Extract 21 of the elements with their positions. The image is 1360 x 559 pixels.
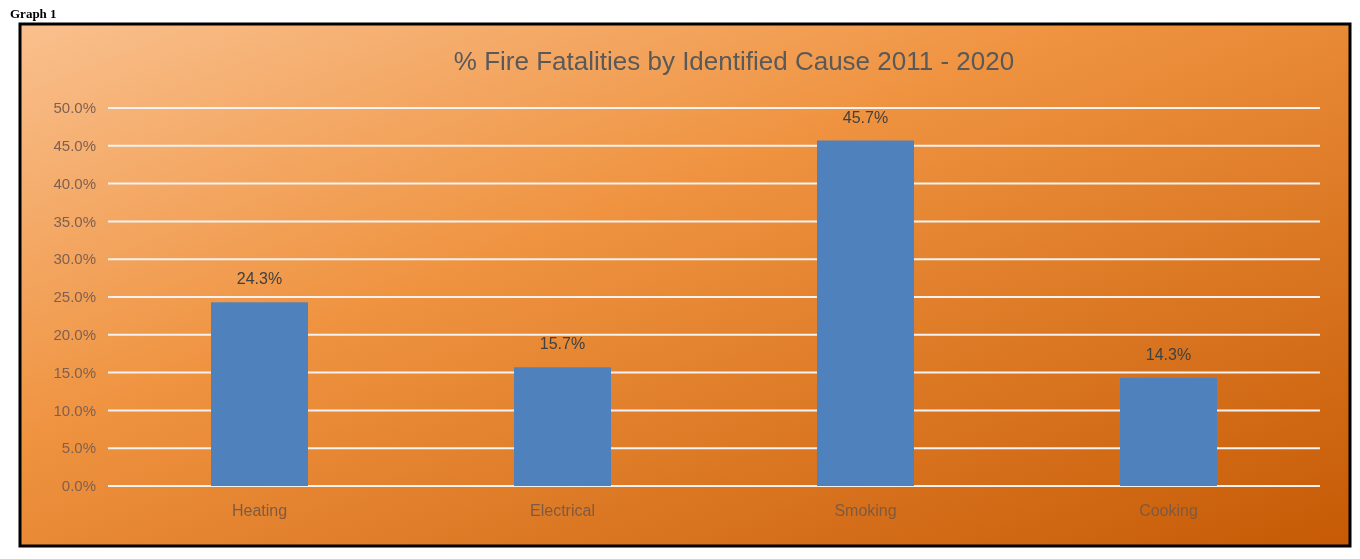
- y-tick-label: 15.0%: [53, 363, 96, 381]
- data-label: 14.3%: [1145, 345, 1192, 363]
- y-tick-label: 35.0%: [53, 212, 96, 230]
- y-tick-label: 10.0%: [53, 401, 96, 419]
- data-label: 15.7%: [539, 335, 586, 353]
- y-tick-label: 20.0%: [53, 326, 96, 344]
- x-tick-label: Smoking: [834, 502, 897, 519]
- x-tick-label: Heating: [231, 502, 288, 519]
- y-tick-label: 25.0%: [53, 288, 96, 306]
- caption: Graph 1: [10, 6, 57, 21]
- chart-title: % Fire Fatalities by Identified Cause 2011 - 2020: [453, 46, 1015, 76]
- x-tick-label: Cooking: [1139, 502, 1198, 519]
- y-tick-label: 45.0%: [53, 137, 96, 155]
- data-label: 24.3%: [236, 270, 283, 288]
- y-tick-label: 50.0%: [53, 99, 96, 117]
- y-tick-label: 0.0%: [61, 477, 96, 495]
- y-tick-label: 40.0%: [53, 174, 96, 192]
- x-tick-label: Electrical: [530, 502, 595, 519]
- y-tick-label: 5.0%: [61, 439, 96, 457]
- data-label: 45.7%: [842, 108, 889, 126]
- y-tick-label: 30.0%: [53, 250, 96, 268]
